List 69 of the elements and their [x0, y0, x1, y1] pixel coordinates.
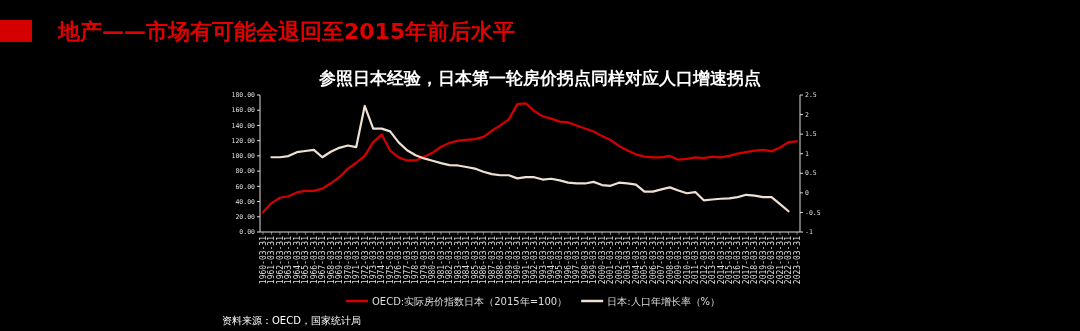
text: 资料来源：OECD，国家统计局 — [222, 315, 361, 326]
x-tick-label: 1962-03-31 — [275, 235, 285, 285]
x-tick-label: 1961-03-31 — [267, 235, 277, 285]
x-tick-label: 1977-03-31 — [402, 235, 412, 285]
x-tick-label: 2010-03-31 — [682, 235, 692, 285]
x-tick-label: 1978-03-31 — [411, 235, 421, 285]
x-tick-label: 1989-03-31 — [504, 235, 514, 285]
x-tick-label: 2017-03-31 — [741, 235, 751, 285]
x-tick-label: 1987-03-31 — [487, 235, 497, 285]
x-tick-label: 1996-03-31 — [563, 235, 573, 285]
x-tick-label: 1988-03-31 — [496, 235, 506, 285]
x-tick-label: 1965-03-31 — [301, 235, 311, 285]
x-tick-label: 2012-03-31 — [699, 235, 709, 285]
x-tick-label: 1964-03-31 — [292, 235, 302, 285]
x-tick-label: 1960-03-31 — [258, 235, 268, 285]
x-tick-label: 1992-03-31 — [530, 235, 540, 285]
x-tick-label: 2019-03-31 — [758, 235, 768, 285]
x-tick-label: 1970-03-31 — [343, 235, 353, 285]
legend-label: 日本:人口年增长率（%） — [607, 295, 721, 307]
x-tick-label: 1993-03-31 — [538, 235, 548, 285]
x-tick-label: 1994-03-31 — [546, 235, 556, 285]
x-tick-label: 2001-03-31 — [606, 235, 616, 285]
x-tick-label: 2016-03-31 — [733, 235, 743, 285]
x-tick-label: 2009-03-31 — [674, 235, 684, 285]
x-tick-label: 1967-03-31 — [318, 235, 328, 285]
x-tick-label: 1972-03-31 — [360, 235, 370, 285]
x-tick-label: 2002-03-31 — [614, 235, 624, 285]
x-tick-label: 1966-03-31 — [309, 235, 319, 285]
legend-label: OECD:实际房价指数日本（2015年=100） — [371, 295, 568, 307]
x-tick-label: 1976-03-31 — [394, 235, 404, 285]
x-tick-label: 2000-03-31 — [597, 235, 607, 285]
x-tick-label: 2015-03-31 — [724, 235, 734, 285]
chart-subtitle: 参照日本经验，日本第一轮房价拐点同样对应人口增速拐点 — [318, 68, 761, 88]
x-tick-label: 1997-03-31 — [572, 235, 582, 285]
x-tick-label: 1984-03-31 — [462, 235, 472, 285]
x-tick-label: 2022-03-31 — [784, 235, 794, 285]
x-tick-label: 1990-03-31 — [513, 235, 523, 285]
x-tick-label: 2013-03-31 — [708, 235, 718, 285]
x-tick-label: 2004-03-31 — [631, 235, 641, 285]
x-tick-label: 1963-03-31 — [284, 235, 294, 285]
x-tick-label: 1986-03-31 — [479, 235, 489, 285]
x-tick-label: 1973-03-31 — [368, 235, 378, 285]
x-tick-label: 1985-03-31 — [470, 235, 480, 285]
x-tick-label: 2018-03-31 — [750, 235, 760, 285]
x-tick-label: 1995-03-31 — [555, 235, 565, 285]
x-tick-label: 2003-03-31 — [623, 235, 633, 285]
x-tick-label: 1983-03-31 — [453, 235, 463, 285]
x-tick-label: 2008-03-31 — [665, 235, 675, 285]
x-tick-label: 1980-03-31 — [428, 235, 438, 285]
x-tick-label: 1981-03-31 — [436, 235, 446, 285]
x-tick-label: 2014-03-31 — [716, 235, 726, 285]
x-tick-label: 2020-03-31 — [767, 235, 777, 285]
chart-title: 地产——市场有可能会退回至2015年前后水平 — [57, 19, 516, 44]
x-tick-label: 1999-03-31 — [589, 235, 599, 285]
x-tick-label: 1968-03-31 — [326, 235, 336, 285]
x-tick-label: 1969-03-31 — [335, 235, 345, 285]
x-tick-label: 1971-03-31 — [352, 235, 362, 285]
x-tick-label: 2021-03-31 — [775, 235, 785, 285]
x-tick-label: 1979-03-31 — [419, 235, 429, 285]
x-tick-label: 2007-03-31 — [657, 235, 667, 285]
x-tick-label: 2011-03-31 — [691, 235, 701, 285]
x-tick-label: 1982-03-31 — [445, 235, 455, 285]
x-tick-label: 1974-03-31 — [377, 235, 387, 285]
x-tick-label: 2023-03-31 — [792, 235, 802, 285]
x-tick-label: 1991-03-31 — [521, 235, 531, 285]
x-tick-label: 1975-03-31 — [385, 235, 395, 285]
x-tick-label: 2006-03-31 — [648, 235, 658, 285]
x-tick-label: 2005-03-31 — [640, 235, 650, 285]
x-tick-label: 1998-03-31 — [580, 235, 590, 285]
